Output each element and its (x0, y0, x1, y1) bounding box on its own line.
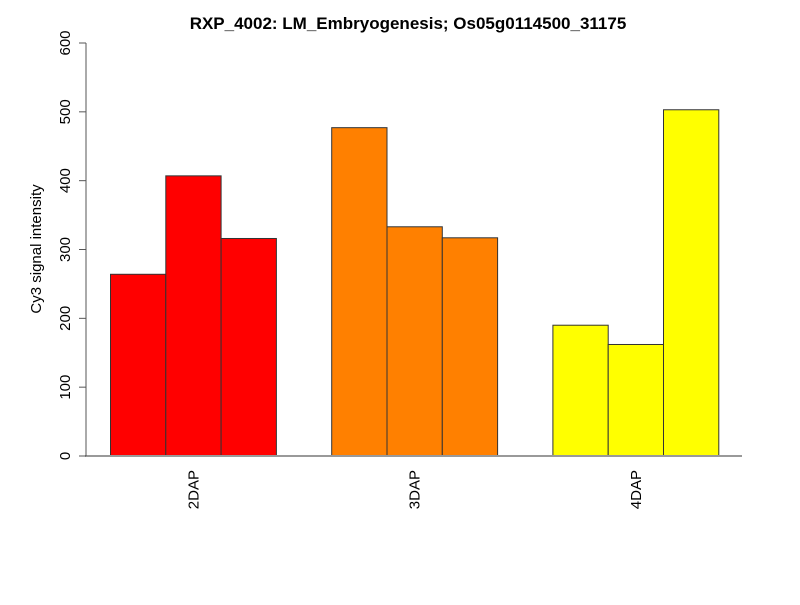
bar-3DAP-1 (331, 127, 388, 457)
y-tick-label: 100 (57, 375, 74, 400)
bar-2DAP-1 (110, 273, 167, 457)
y-axis-label: Cy3 signal intensity (28, 184, 45, 314)
bar-3DAP-2 (386, 226, 443, 457)
bar-4DAP-3 (663, 109, 720, 457)
y-tick-label: 600 (57, 30, 74, 55)
y-tick-label: 500 (57, 99, 74, 124)
x-tick-label: 4DAP (628, 470, 645, 509)
bar-4DAP-1 (552, 324, 609, 457)
y-tick-label: 0 (57, 452, 74, 460)
bar-2DAP-3 (220, 237, 277, 457)
chart-title: RXP_4002: LM_Embryogenesis; Os05g0114500… (190, 14, 627, 33)
y-tick-label: 400 (57, 168, 74, 193)
bar-2DAP-2 (165, 175, 222, 457)
y-tick-label: 300 (57, 237, 74, 262)
x-tick-label: 3DAP (407, 470, 424, 509)
y-tick-label: 200 (57, 306, 74, 331)
x-tick-label: 2DAP (185, 470, 202, 509)
bar-3DAP-3 (441, 237, 499, 457)
bar-4DAP-2 (607, 343, 665, 457)
